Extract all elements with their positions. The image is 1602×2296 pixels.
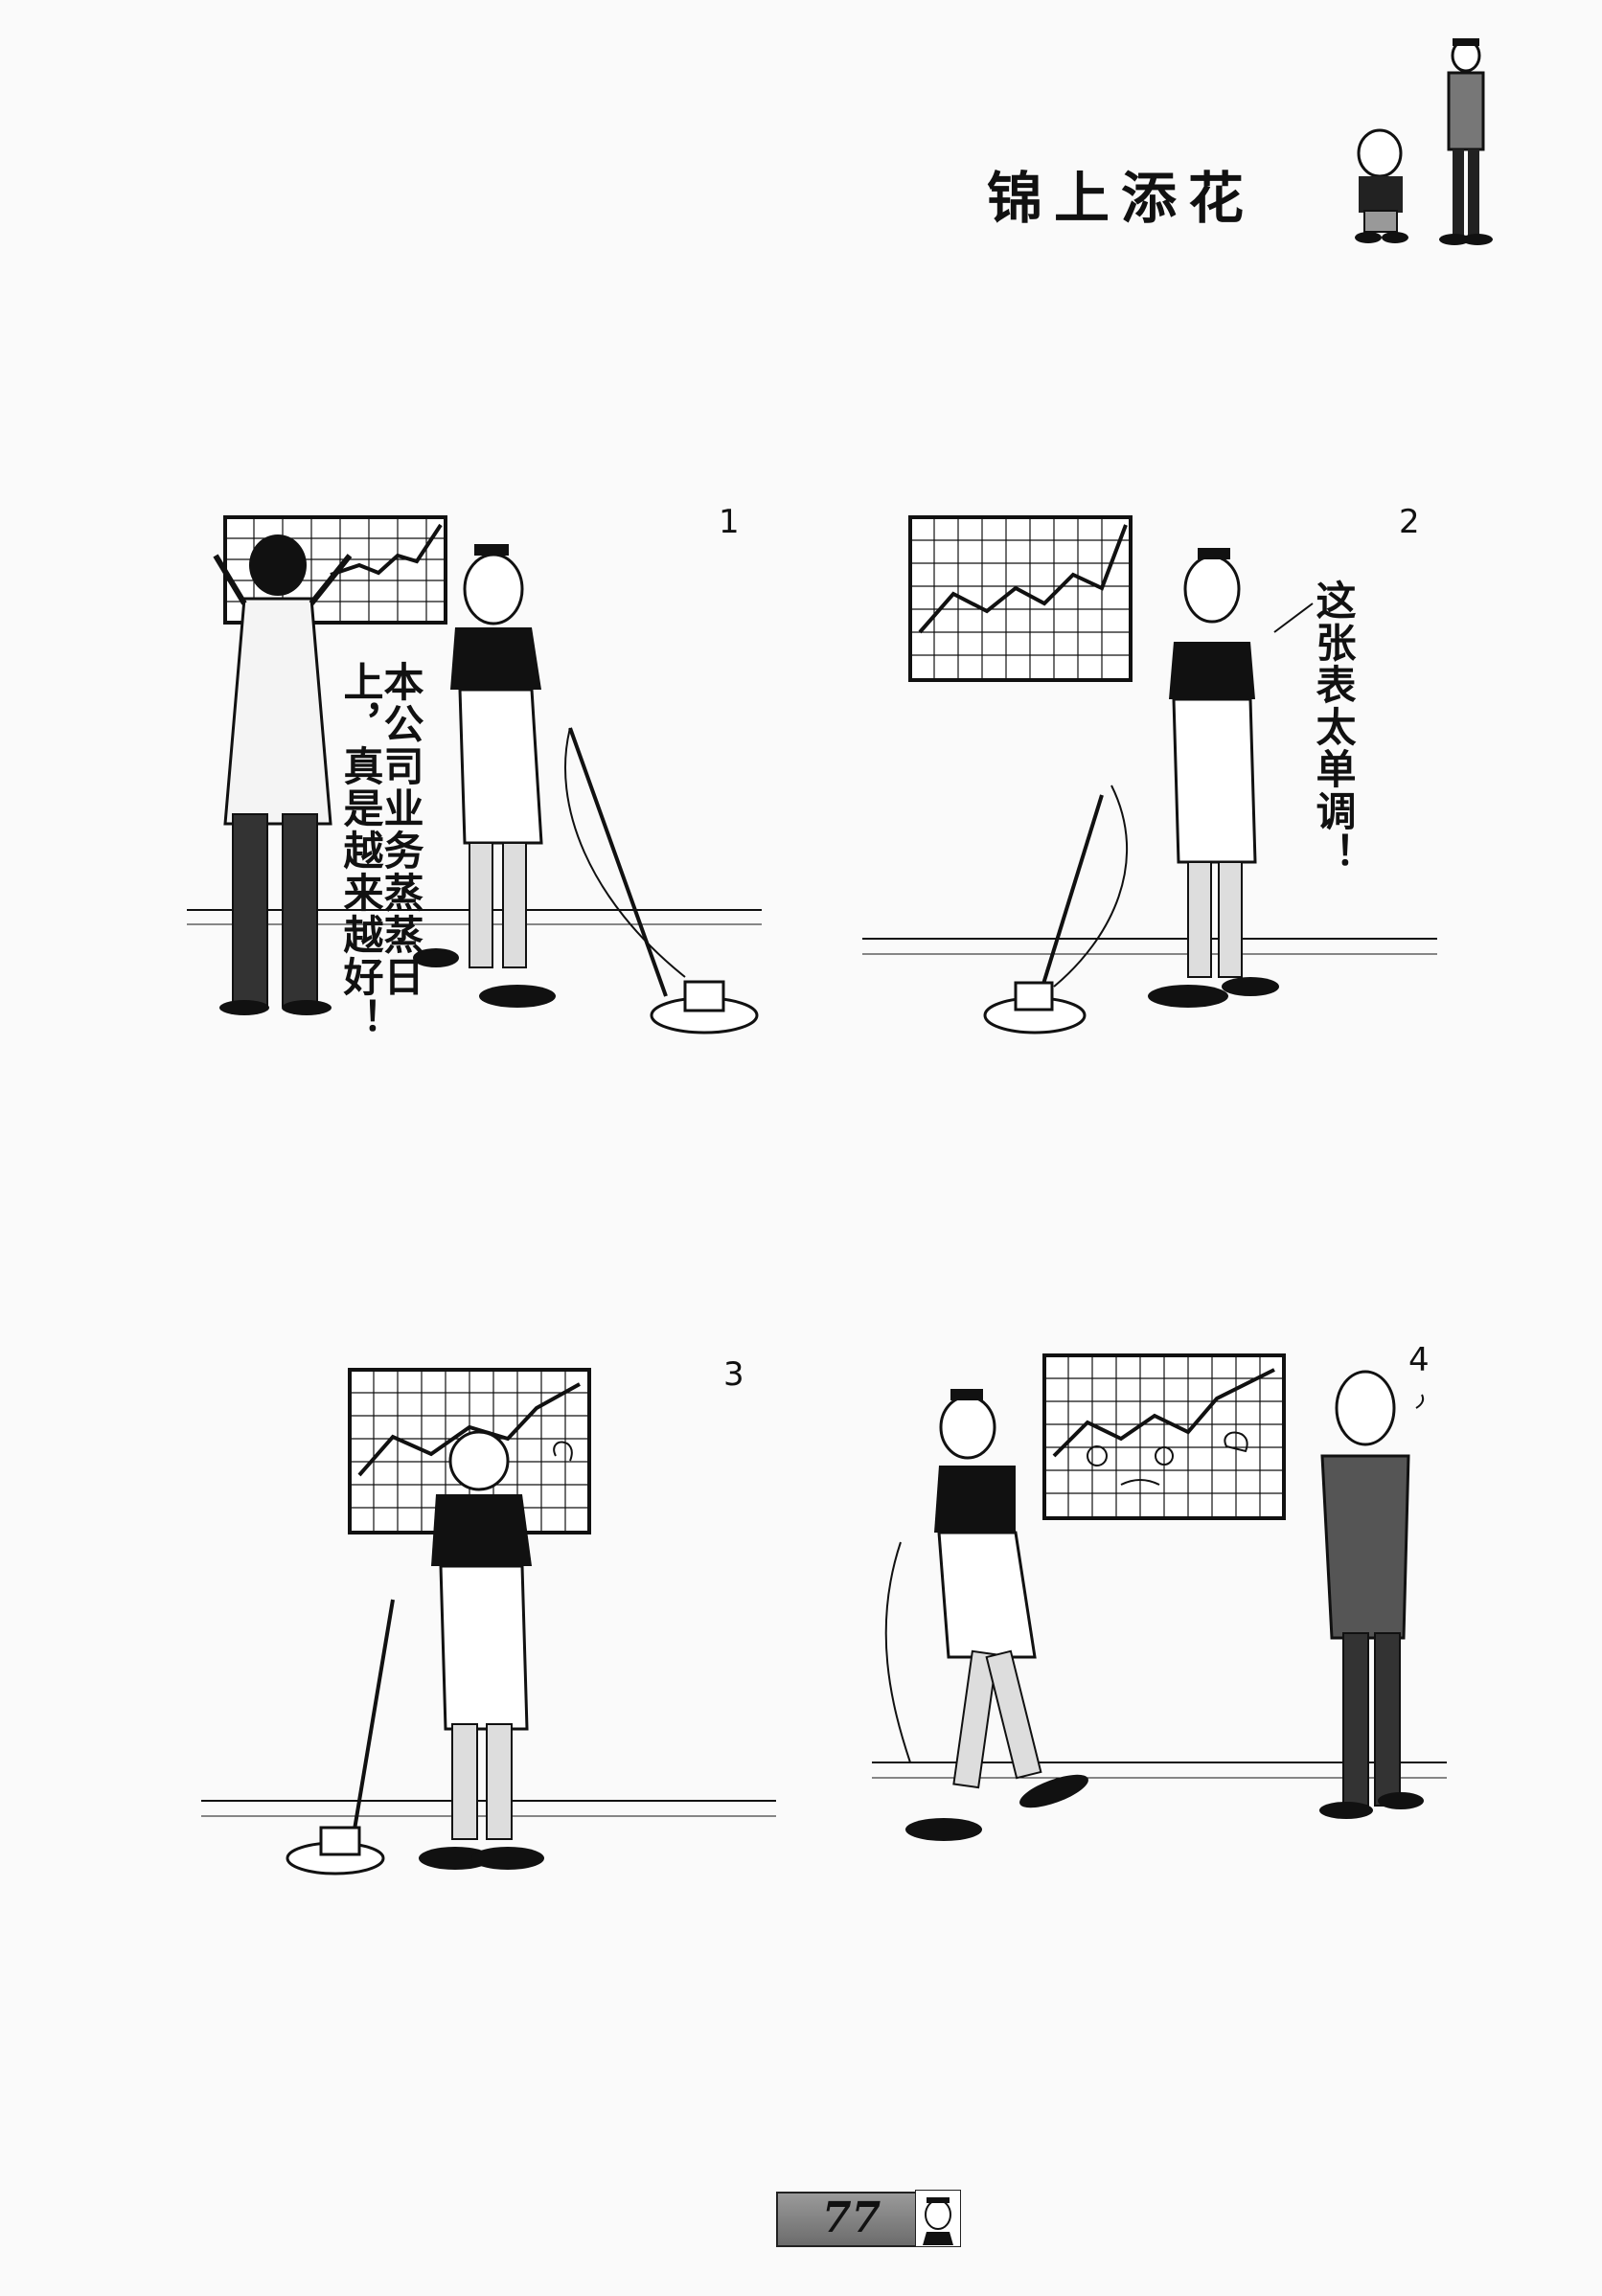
janitor-figure	[286, 1430, 544, 1875]
footer-character-icon	[915, 2190, 961, 2247]
businessman-figure	[213, 534, 353, 1015]
page-number-box	[776, 2192, 920, 2247]
comic-panel-4: 4	[872, 1341, 1447, 1954]
boss-figure	[1319, 1370, 1425, 1819]
wall-chart	[908, 515, 1133, 682]
comic-panel-2: 2 这张表太单调！	[862, 498, 1437, 1111]
panel-number: 4	[1408, 1341, 1430, 1379]
panel-number: 3	[723, 1355, 744, 1394]
comic-panel-1: 1 本公司业务蒸蒸日上，真是越来越好！	[187, 498, 762, 1111]
wall-chart	[223, 515, 447, 625]
janitor-figure	[413, 544, 759, 1034]
title-characters-illustration	[1322, 19, 1533, 249]
decorated-wall-chart	[1042, 1353, 1286, 1520]
panel-number: 2	[1399, 503, 1420, 541]
speech-text: 本公司业务蒸蒸日上，真是越来越好！	[337, 661, 424, 1040]
speech-text: 这张表太单调！	[1310, 580, 1357, 875]
panel-number: 1	[719, 503, 740, 541]
janitor-figure	[983, 548, 1279, 1034]
page-title: 锦上添花	[987, 166, 1256, 231]
janitor-figure	[884, 1389, 1088, 1841]
comic-panel-3: 3	[201, 1341, 776, 1954]
page-number: 77	[822, 2194, 881, 2242]
